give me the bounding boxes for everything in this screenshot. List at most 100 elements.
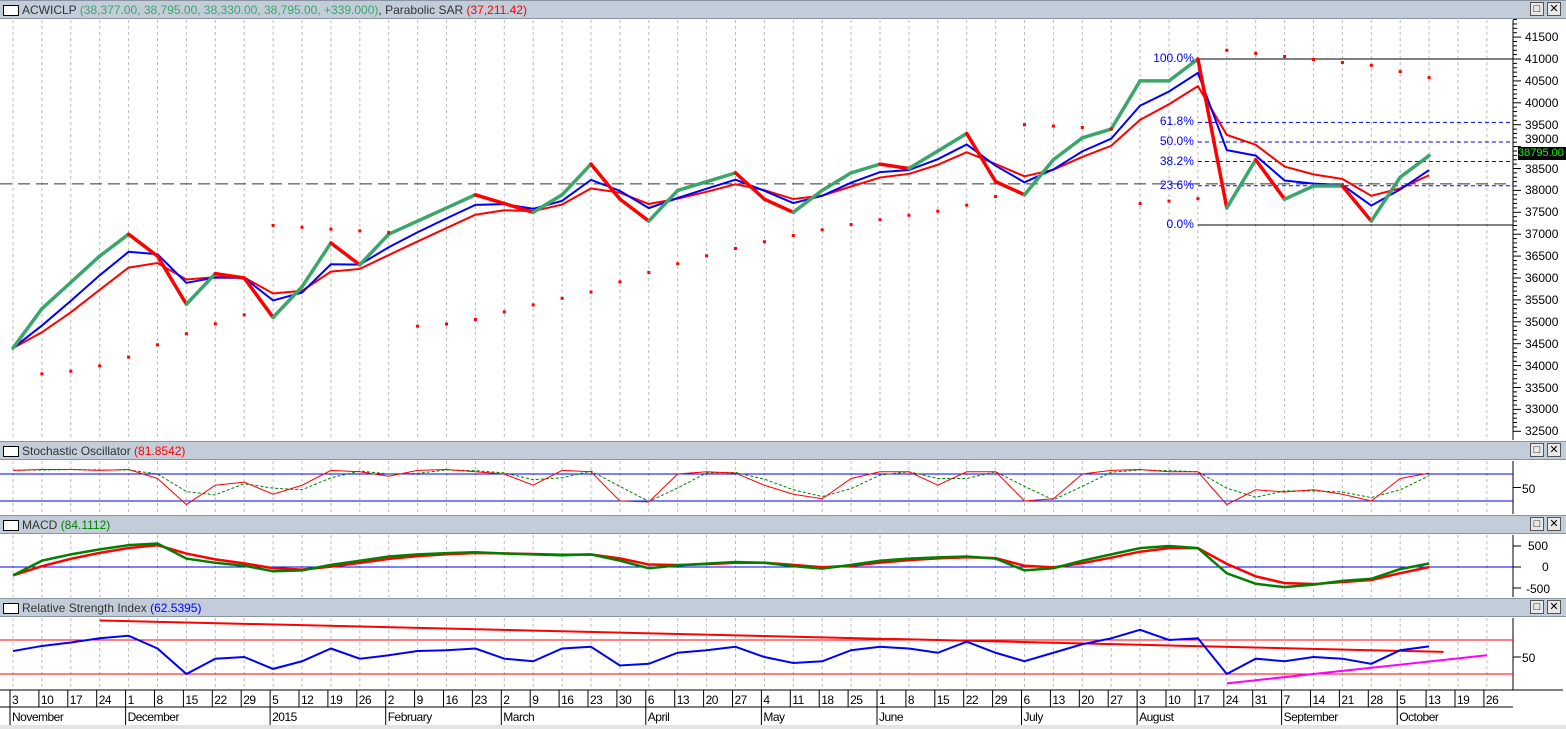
x-tick-label: 30 — [618, 693, 632, 707]
close-button[interactable]: ✕ — [1547, 2, 1561, 16]
separator: , — [378, 3, 386, 17]
month-label: August — [1139, 710, 1174, 724]
panel-toggle-icon[interactable] — [3, 520, 19, 532]
x-tick-label: 16 — [561, 693, 574, 707]
x-tick-label: 20 — [1081, 693, 1094, 707]
x-tick-label: 13 — [676, 693, 690, 707]
price-segment — [473, 193, 507, 206]
y-tick-label: 34500 — [1525, 336, 1559, 351]
price-segment — [126, 232, 160, 258]
sar-dot — [242, 313, 246, 317]
sar-dot — [1254, 51, 1258, 55]
y-tick-label: 39500 — [1525, 117, 1559, 132]
price-segment — [647, 188, 680, 223]
price-segment — [97, 232, 131, 258]
sar-dot — [1023, 123, 1026, 127]
sar-dot — [1312, 58, 1315, 62]
x-tick-label: 22 — [214, 693, 227, 707]
x-tick-label: 9 — [532, 693, 539, 707]
last-price-badge: 38795.00 — [1518, 147, 1566, 160]
x-tick-label: 17 — [69, 693, 83, 707]
sar-dot — [40, 372, 44, 376]
x-tick-label: 8 — [156, 693, 164, 707]
sar-dot — [358, 229, 362, 233]
sar-dot — [560, 296, 564, 300]
price-segment — [1080, 127, 1113, 140]
sar-dot — [1138, 202, 1142, 206]
month-label: 2015 — [272, 710, 297, 724]
maximize-button[interactable]: □ — [1530, 2, 1544, 16]
main-title-bar: ACWICLP (38,377.00, 38,795.00, 38,330.00… — [0, 0, 1566, 19]
x-tick-label: 15 — [185, 693, 198, 707]
rsi-line — [12, 628, 1430, 676]
price-segment — [242, 276, 275, 320]
x-tick-label: 24 — [1225, 693, 1239, 707]
sar-dot — [1398, 70, 1402, 74]
sar-dot — [473, 317, 477, 321]
rsi-trendline — [99, 619, 1444, 653]
panel-toggle-icon[interactable] — [3, 5, 19, 17]
y-tick-label: 37500 — [1525, 205, 1559, 220]
y-tick-label: 41500 — [1525, 30, 1559, 45]
price-segment — [560, 162, 593, 197]
close-button[interactable]: ✕ — [1547, 600, 1561, 614]
ohlc-values: (38,377.00, 38,795.00, 38,330.00, 38,795… — [79, 3, 379, 17]
x-tick-label: 26 — [1485, 693, 1499, 707]
fib-label: 50.0% — [1159, 133, 1194, 148]
price-segment — [704, 171, 738, 184]
x-tick-label: 5 — [272, 693, 279, 707]
x-tick-label: 25 — [850, 693, 863, 707]
month-label: September — [1283, 710, 1339, 724]
price-segment — [502, 201, 535, 215]
y-tick-label: 38500 — [1525, 161, 1559, 176]
stoch-line — [12, 468, 1430, 506]
price-segment — [358, 232, 391, 267]
x-tick-label: 8 — [907, 693, 915, 707]
sar-dot — [445, 322, 448, 326]
sar-dot — [907, 213, 911, 217]
price-segment — [675, 179, 709, 193]
maximize-button[interactable]: □ — [1530, 600, 1544, 614]
price-segment — [733, 171, 767, 201]
sar-dot — [213, 322, 217, 326]
close-button[interactable]: ✕ — [1547, 443, 1561, 457]
price-segment — [40, 280, 73, 311]
maximize-button[interactable]: □ — [1530, 443, 1544, 457]
x-tick-label: 11 — [792, 693, 804, 707]
sar-dot — [849, 223, 853, 227]
sar-dot — [329, 227, 333, 231]
sar-dot — [676, 262, 680, 266]
y-tick-label: 35500 — [1525, 292, 1559, 307]
close-button[interactable]: ✕ — [1547, 517, 1561, 531]
y-tick-label: 33000 — [1525, 402, 1559, 417]
x-tick-label: 18 — [821, 693, 834, 707]
month-label: May — [763, 710, 785, 724]
sar-dot — [416, 324, 420, 328]
panel-toggle-icon[interactable] — [3, 446, 19, 458]
x-tick-label: 19 — [1457, 693, 1470, 707]
panel-toggle-icon[interactable] — [3, 603, 19, 615]
price-segment — [993, 179, 1027, 197]
sar-dot — [531, 303, 535, 307]
month-label: December — [127, 710, 180, 724]
maximize-button[interactable]: □ — [1530, 517, 1544, 531]
y-tick-label: 36500 — [1525, 249, 1559, 264]
x-tick-label: 24 — [98, 693, 112, 707]
price-segment — [791, 188, 824, 215]
month-label: November — [12, 710, 64, 724]
x-tick-label: 12 — [301, 693, 314, 707]
x-tick-label: 21 — [1341, 693, 1354, 707]
sar-dot — [791, 234, 795, 238]
x-tick-label: 27 — [1110, 693, 1123, 707]
x-tick-label: 7 — [1283, 693, 1291, 707]
month-label: October — [1399, 710, 1439, 724]
sar-dot — [98, 364, 102, 368]
price-segment — [155, 254, 189, 307]
price-segment — [1022, 157, 1056, 197]
sar-dot — [184, 332, 188, 336]
sar-value: (37,211.42) — [466, 3, 527, 17]
x-tick-label: 6 — [1023, 693, 1031, 707]
sar-dot — [589, 290, 593, 294]
y-tick-label: 40500 — [1525, 73, 1559, 88]
